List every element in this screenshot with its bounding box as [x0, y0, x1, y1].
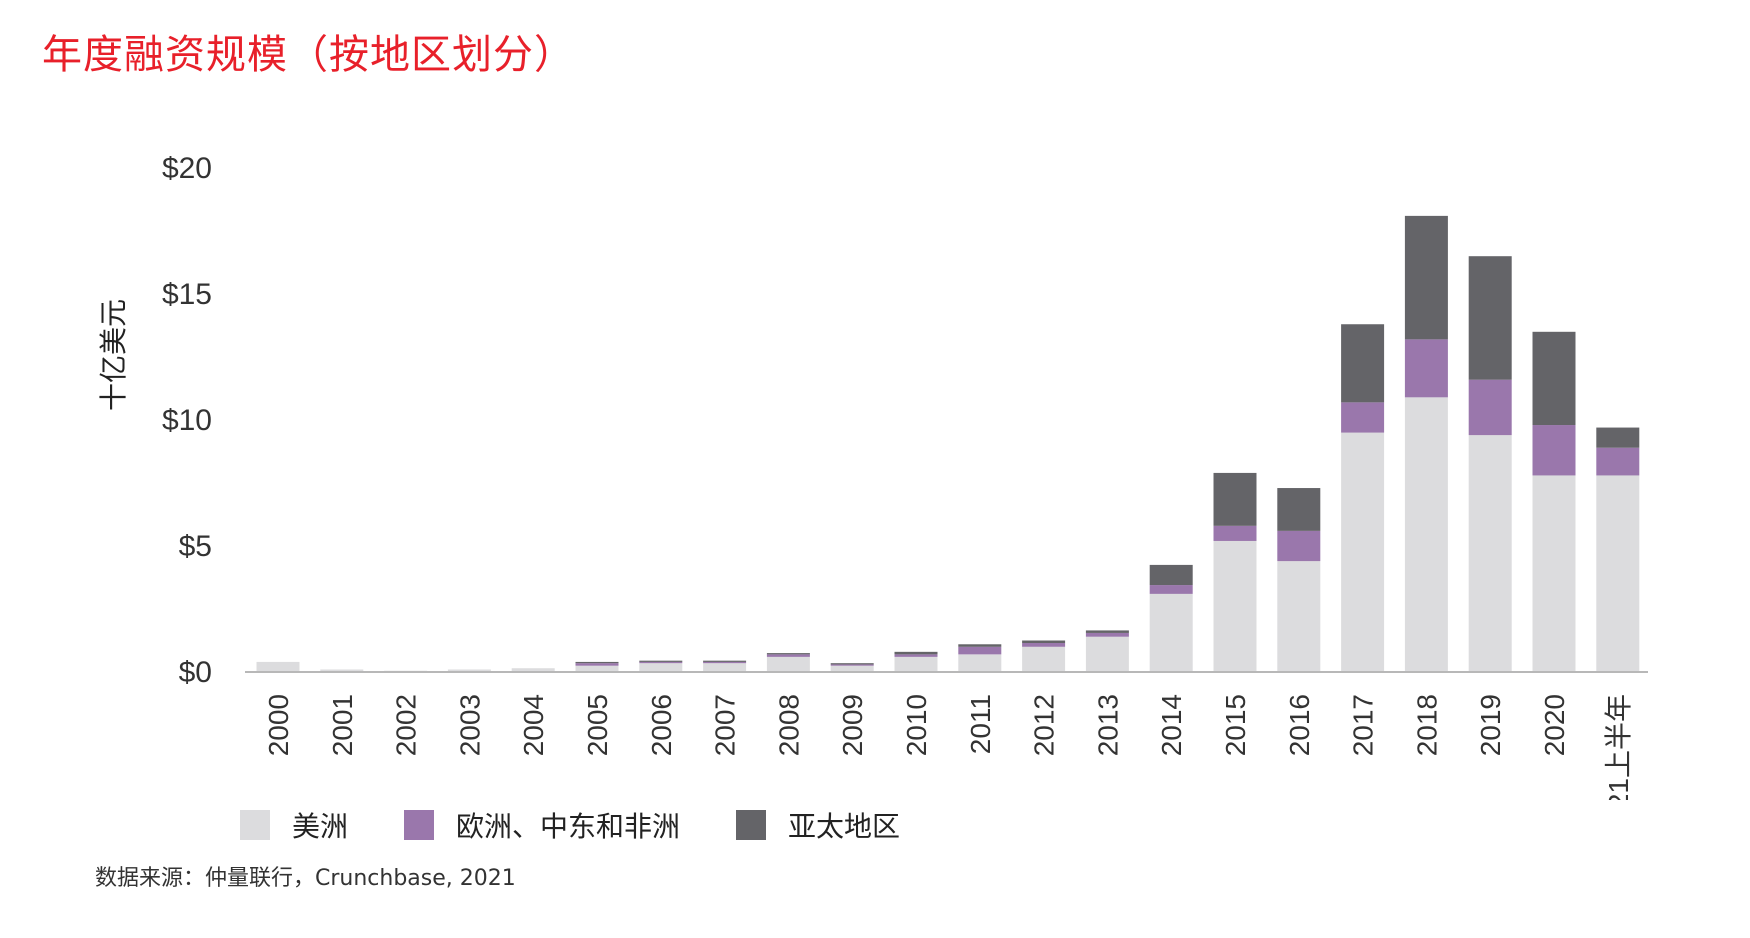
bar-apac-2005 [575, 661, 619, 664]
bar-apac-2006 [639, 660, 683, 662]
bar-americas-2010 [894, 656, 938, 672]
bar-emea-2013 [1085, 632, 1129, 637]
x-tick-label: 2013 [1092, 694, 1123, 756]
bar-emea-2019 [1468, 379, 1512, 436]
legend-swatch-americas [240, 810, 270, 840]
legend-swatch-emea [404, 810, 435, 840]
x-tick-label: 2012 [1029, 694, 1060, 756]
bar-apac-2013 [1085, 630, 1129, 633]
x-tick-label: 2016 [1284, 694, 1315, 756]
bar-americas-2011 [958, 654, 1002, 672]
bar-americas-2016 [1277, 561, 1321, 672]
y-tick-label: $20 [162, 152, 212, 185]
x-tick-label: 2005 [582, 694, 613, 756]
x-tick-label: 2014 [1156, 694, 1187, 756]
x-tick-label: 2003 [454, 694, 485, 756]
bar-emea-2005 [575, 663, 619, 666]
bar-americas-2000 [256, 661, 300, 672]
bar-apac-2018 [1404, 215, 1448, 340]
bar-apac-2012 [1022, 640, 1066, 644]
x-tick-label: 2002 [391, 694, 422, 756]
bar-americas-2001 [320, 669, 364, 672]
bar-apac-2008 [766, 653, 810, 655]
legend-item-apac: 亚太地区 [736, 805, 900, 845]
x-tick-label: 2007 [710, 694, 741, 756]
x-tick-label: 2009 [837, 694, 868, 756]
legend-label-emea: 欧洲、中东和非洲 [456, 810, 681, 843]
bar-americas-2017 [1341, 432, 1385, 672]
x-tick-label: 2010 [901, 694, 932, 756]
bar-emea-2011 [958, 646, 1002, 655]
bar-emea-2006 [639, 661, 683, 664]
x-tick-label: 2020 [1539, 694, 1570, 756]
x-tick-label: 2019 [1475, 694, 1506, 756]
bar-americas-2008 [766, 656, 810, 672]
bar-americas-2015 [1213, 540, 1257, 672]
x-tick-label: 2017 [1348, 694, 1379, 756]
x-tick-label: 2006 [646, 694, 677, 756]
bar-emea-2007 [703, 661, 747, 664]
bar-emea-2016 [1277, 530, 1321, 562]
chart-title: 年度融资规模（按地区划分） [42, 32, 575, 78]
bar-apac-2007 [703, 660, 747, 662]
bar-americas-2014 [1149, 593, 1193, 672]
bar-americas-2005 [575, 665, 619, 672]
x-tick-label: 2011 [965, 694, 996, 754]
bar-emea-2014 [1149, 585, 1193, 594]
bar-emea-2021上半年 [1596, 447, 1640, 476]
bar-apac-2014 [1149, 564, 1193, 586]
bar-americas-2006 [639, 663, 683, 672]
bar-apac-2010 [894, 651, 938, 655]
bar-emea-2020 [1532, 425, 1576, 476]
bar-americas-2012 [1022, 646, 1066, 672]
bar-americas-2009 [830, 665, 874, 672]
bar-emea-2010 [894, 654, 938, 657]
bar-apac-2011 [958, 644, 1002, 647]
legend-item-americas: 美洲 [240, 805, 348, 845]
bar-apac-2021上半年 [1596, 427, 1640, 448]
x-tick-label: 2004 [518, 694, 549, 756]
bar-apac-2009 [830, 663, 874, 665]
stacked-bar-chart: $0 $5 $10 $15 $20 2000 2001 2002 2003 2004 2005 200… [162, 152, 1648, 800]
bar-emea-2018 [1404, 339, 1448, 398]
bar-americas-2021上半年 [1596, 475, 1640, 672]
y-tick-label: $10 [162, 404, 212, 437]
x-tick-label: 2008 [773, 694, 804, 756]
bar-emea-2017 [1341, 402, 1385, 433]
bar-apac-2015 [1213, 472, 1257, 526]
x-tick-label: 2018 [1411, 694, 1442, 756]
y-tick-label: $5 [179, 530, 212, 563]
bar-americas-2007 [703, 663, 747, 672]
legend-swatch-apac [736, 810, 767, 840]
bar-apac-2016 [1277, 488, 1321, 531]
bar-americas-2004 [511, 668, 555, 672]
y-tick-label: $0 [179, 656, 212, 689]
x-tick-label: 2001 [327, 694, 358, 756]
legend: 美洲 欧洲、中东和非洲 亚太地区 [240, 805, 956, 845]
source-note: 数据来源：仲量联行，Crunchbase, 2021 [95, 866, 516, 891]
x-tick-label: 2021上半年 [1603, 694, 1634, 800]
legend-label-americas: 美洲 [292, 810, 349, 843]
bar-americas-2013 [1085, 636, 1129, 672]
bar-apac-2020 [1532, 331, 1576, 426]
bar-americas-2019 [1468, 435, 1512, 672]
bar-americas-2020 [1532, 475, 1576, 672]
y-tick-label: $15 [162, 278, 212, 311]
bar-emea-2009 [830, 664, 874, 666]
bar-emea-2008 [766, 654, 810, 657]
bar-apac-2017 [1341, 324, 1385, 403]
bar-americas-2003 [447, 669, 491, 672]
bar-apac-2019 [1468, 256, 1512, 380]
x-tick-label: 2000 [263, 694, 294, 756]
legend-label-apac: 亚太地区 [788, 810, 901, 843]
bar-emea-2015 [1213, 525, 1257, 541]
bar-emea-2012 [1022, 643, 1066, 647]
x-tick-label: 2015 [1220, 694, 1251, 756]
legend-item-emea: 欧洲、中东和非洲 [404, 805, 680, 845]
bar-americas-2018 [1404, 397, 1448, 672]
